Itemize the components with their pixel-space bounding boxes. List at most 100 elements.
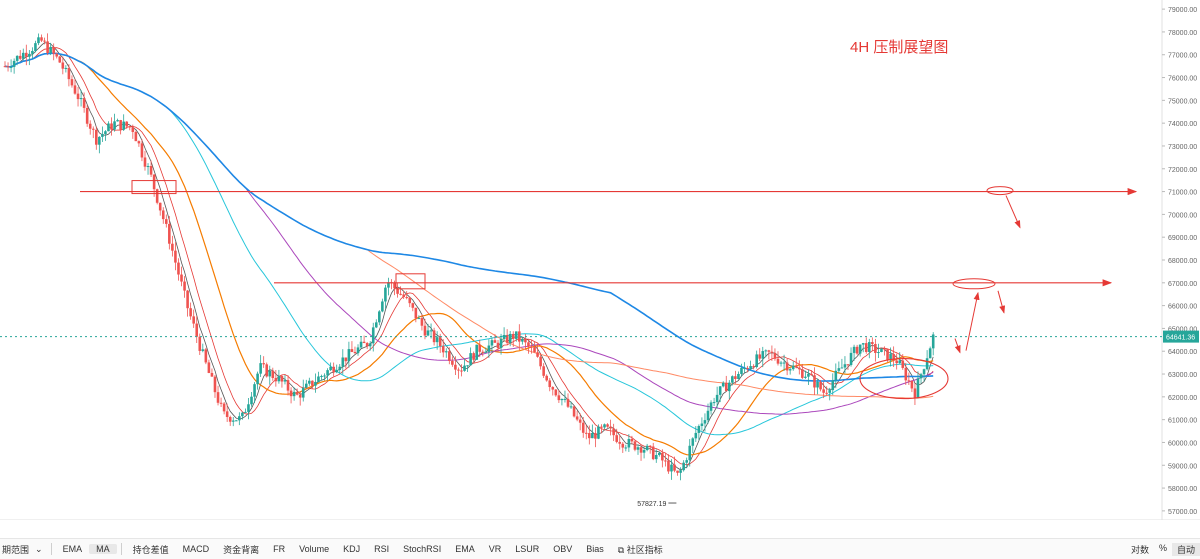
resistance-ellipse-67000 <box>952 278 996 290</box>
tab-lsur[interactable]: LSUR <box>515 544 540 554</box>
candle-body <box>889 354 892 361</box>
y-tick-label: 78000.00 <box>1168 30 1197 37</box>
candle-body <box>52 46 55 54</box>
candle-body <box>472 353 475 360</box>
candle-body <box>411 303 415 308</box>
toolbar-divider <box>50 543 52 555</box>
ma-blue-line <box>4 52 934 382</box>
tab-rsi[interactable]: RSI <box>374 544 390 554</box>
candle-body <box>746 367 749 369</box>
candle-body <box>840 367 844 369</box>
candle-body <box>606 424 609 427</box>
y-tick-label: 70000.00 <box>1168 212 1197 219</box>
candle-body <box>323 375 326 377</box>
candle-body <box>712 402 716 404</box>
candle-body <box>180 274 183 282</box>
candle-body <box>864 343 868 352</box>
candle-body <box>317 376 320 382</box>
candle-body <box>40 37 43 41</box>
candle-body <box>460 370 463 372</box>
candle-body <box>810 373 813 376</box>
candle-body <box>837 368 841 371</box>
period-range-label[interactable]: 期范围 <box>2 544 30 555</box>
tab-macd[interactable]: MACD <box>182 544 210 554</box>
candle-body <box>874 344 877 353</box>
price-chart[interactable]: 79000.00 78000.00 77000.00 76000.00 75000.00… <box>0 0 1200 520</box>
candle-body <box>128 126 132 128</box>
candle-body <box>289 390 293 397</box>
candle-body <box>107 123 110 132</box>
candle-body <box>755 354 758 368</box>
candle-body <box>174 250 177 263</box>
candle-body <box>247 404 250 412</box>
candle-body <box>466 365 469 367</box>
chevron-down-icon[interactable]: ⌄ <box>35 543 43 554</box>
tab-stochrsi[interactable]: StochRSI <box>403 544 442 554</box>
candle-body <box>685 460 688 463</box>
candle-body <box>481 351 485 353</box>
candle-body <box>131 127 135 133</box>
candle-body <box>645 445 649 451</box>
tab-obv[interactable]: OBV <box>553 544 573 554</box>
candle-body <box>405 297 409 299</box>
candle-body <box>414 307 418 319</box>
tab-fr[interactable]: FR <box>273 544 286 554</box>
auto-scale-toggle[interactable]: 自动 <box>1171 542 1200 556</box>
candle-body <box>615 435 618 442</box>
ma-orange-line <box>4 52 934 456</box>
candle-body <box>277 376 281 382</box>
candle-body <box>542 366 545 376</box>
tab-volume[interactable]: Volume <box>299 544 330 554</box>
y-tick-label: 74000.00 <box>1168 121 1197 128</box>
percent-scale-toggle[interactable]: % <box>1158 542 1167 553</box>
y-tick-label: 75000.00 <box>1168 98 1197 105</box>
tab-open-interest-diff[interactable]: 持仓差值 <box>132 544 169 555</box>
candle-body <box>566 398 570 407</box>
ma-aqua-line <box>4 52 934 436</box>
candle-body <box>737 373 740 379</box>
candle-body <box>700 423 704 427</box>
candle-body <box>189 308 192 317</box>
tab-ema-sub[interactable]: EMA <box>455 544 475 554</box>
grid-and-axes: 79000.00 78000.00 77000.00 76000.00 75000.00… <box>0 0 1200 520</box>
candle-body <box>393 282 396 289</box>
candle-body <box>822 389 825 393</box>
candle-body <box>898 360 902 364</box>
candle-body <box>691 438 695 446</box>
candle-body <box>502 334 506 339</box>
candle-body <box>658 452 661 456</box>
tab-ma[interactable]: MA <box>89 544 117 554</box>
rejection-arrow-71000 <box>1005 195 1021 229</box>
tab-kdj[interactable]: KDJ <box>343 544 361 554</box>
candle-body <box>280 376 284 382</box>
candle-body <box>374 322 378 328</box>
candle-body <box>298 394 302 398</box>
candle-body <box>256 373 259 385</box>
community-indicators-label: 社区指标 <box>626 544 663 555</box>
candle-body <box>688 445 692 461</box>
candle-body <box>770 351 774 353</box>
candle-body <box>670 464 673 472</box>
candle-body <box>855 346 859 354</box>
candle-body <box>222 403 226 412</box>
tab-vr[interactable]: VR <box>488 544 502 554</box>
y-tick-label: 66000.00 <box>1168 304 1197 311</box>
candle-body <box>469 353 472 366</box>
price-axis[interactable] <box>1162 0 1200 520</box>
tab-bias[interactable]: Bias <box>586 544 604 554</box>
candle-body <box>530 346 533 348</box>
candle-body <box>213 376 217 393</box>
candle-body <box>919 374 923 379</box>
log-scale-toggle[interactable]: 对数 <box>1130 544 1149 555</box>
candle-body <box>359 341 363 348</box>
candle-body <box>387 282 390 288</box>
candle-body <box>21 52 25 59</box>
tab-ema[interactable]: EMA <box>62 544 83 554</box>
candle-body <box>910 380 914 389</box>
rally-arrow <box>965 291 980 351</box>
tab-fund-divergence[interactable]: 资金背离 <box>223 544 260 555</box>
candle-body <box>119 120 122 130</box>
y-tick-label: 76000.00 <box>1168 76 1197 83</box>
community-indicators-button[interactable]: ⧉ 社区指标 <box>611 543 670 556</box>
candle-body <box>34 43 37 51</box>
